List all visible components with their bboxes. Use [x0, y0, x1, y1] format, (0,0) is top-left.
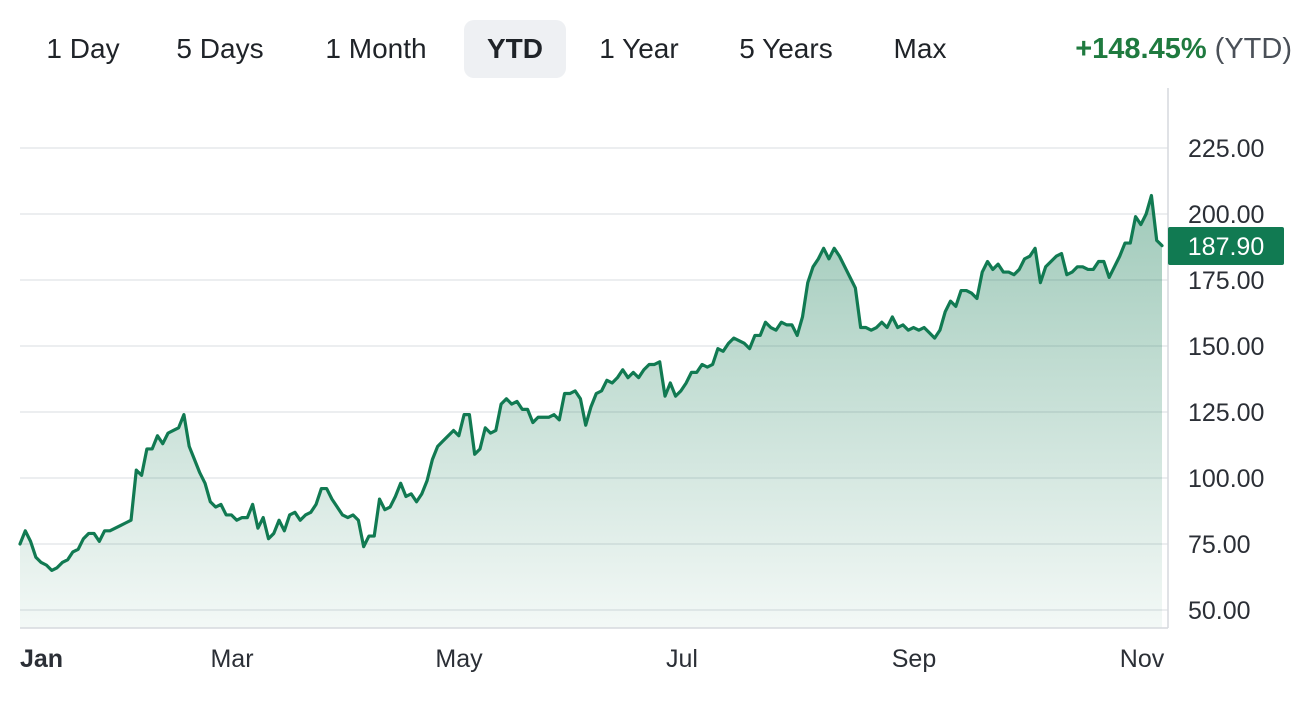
performance-value: +148.45% [1075, 33, 1207, 65]
tab-1-month[interactable]: 1 Month [325, 33, 427, 64]
performance-readout: +148.45% (YTD) [1075, 20, 1292, 78]
last-price-tag: 187.90 [1168, 227, 1284, 265]
y-axis-ticks: 225.00 200.00 175.00 150.00 125.00 100.00 75.0… [1188, 135, 1264, 625]
range-toolbar: 1 Day 5 Days 1 Month YTD 1 Year 5 Years … [0, 0, 1316, 100]
x-tick-label: May [435, 645, 483, 673]
tab-5-years[interactable]: 5 Years [739, 33, 833, 64]
y-tick-label: 175.00 [1188, 267, 1264, 295]
y-tick-label: 125.00 [1188, 399, 1264, 427]
price-line [18, 193, 1164, 572]
y-tick-label: 100.00 [1188, 465, 1264, 493]
y-tick-label: 150.00 [1188, 333, 1264, 361]
x-tick-label: Jan [20, 645, 63, 673]
tab-ytd[interactable]: YTD [464, 20, 566, 78]
tab-1-day[interactable]: 1 Day [46, 33, 120, 64]
y-tick-label: 200.00 [1188, 201, 1264, 229]
x-tick-label: Sep [892, 645, 936, 673]
x-axis-ticks: Jan Mar May Jul Sep Nov [20, 645, 1165, 673]
x-tick-label: Nov [1120, 645, 1165, 673]
y-tick-label: 50.00 [1188, 597, 1251, 625]
last-price-label: 187.90 [1188, 233, 1264, 261]
tab-max[interactable]: Max [893, 33, 947, 64]
x-tick-label: Mar [210, 645, 253, 673]
y-tick-label: 75.00 [1188, 531, 1251, 559]
y-tick-label: 225.00 [1188, 135, 1264, 163]
performance-period: (YTD) [1214, 33, 1292, 65]
last-price-badge [1168, 227, 1284, 265]
tab-1-year[interactable]: 1 Year [599, 33, 679, 64]
tab-5-days[interactable]: 5 Days [176, 33, 264, 64]
x-tick-label: Jul [666, 645, 698, 673]
